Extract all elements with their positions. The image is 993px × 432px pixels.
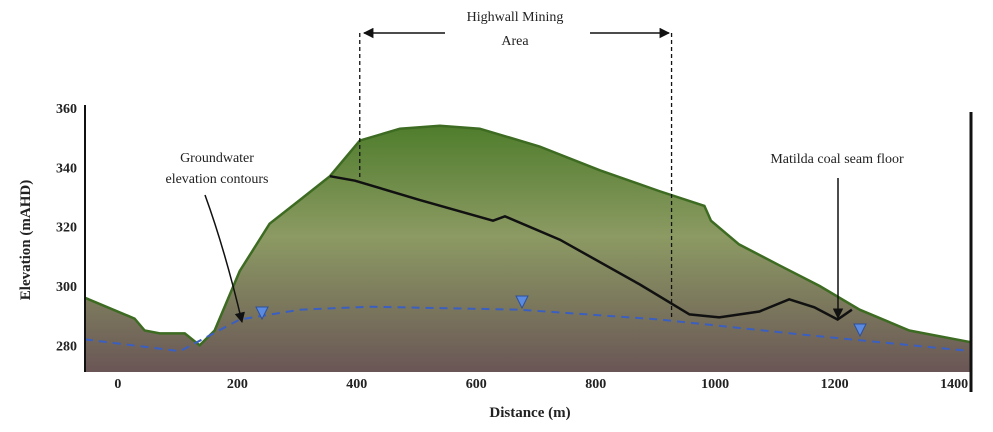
groundwater-line [84,305,972,353]
annotation: Area [501,34,529,49]
y-tick-label: 360 [56,102,77,117]
arrow [204,194,245,324]
water-symbol [255,306,269,321]
ground-surface [84,124,972,347]
y-tick-label: 340 [56,161,77,176]
annotation: Highwall Mining [467,10,564,25]
x-tick-label: 0 [114,377,121,392]
plot-area [84,124,972,372]
y-tick-label: 300 [56,280,77,295]
x-tick-label: 1200 [821,377,849,392]
annotation: Groundwater [180,151,254,166]
x-tick-label: 200 [227,377,248,392]
ground-area [85,125,972,372]
x-tick-label: 600 [466,377,487,392]
y-axis-title: Elevation (mAHD) [18,180,34,300]
water-symbol [515,295,529,310]
x-tick-label: 800 [585,377,606,392]
seam-line [329,174,853,321]
y-tick-label: 320 [56,221,77,236]
x-tick-label: 1400 [940,377,968,392]
annotation: elevation contours [165,172,268,187]
water-symbol [853,323,867,338]
annotation: Matilda coal seam floor [770,152,904,167]
x-tick-label: 400 [346,377,367,392]
y-tick-label: 280 [56,339,77,354]
x-axis-title: Distance (m) [489,405,570,421]
x-tick-label: 1000 [701,377,729,392]
